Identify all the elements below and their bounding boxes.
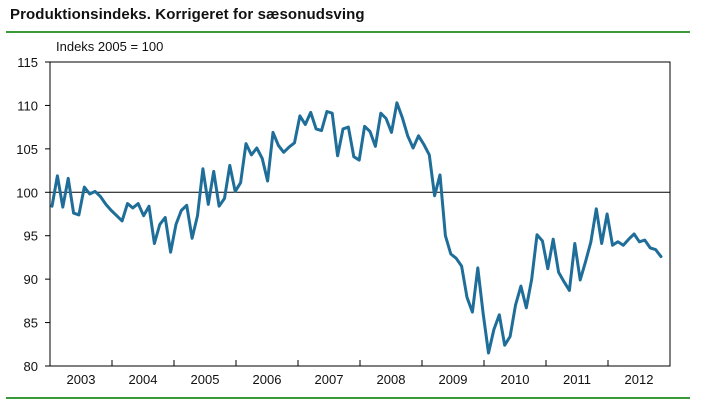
y-tick-label: 105 [16, 142, 38, 157]
y-tick-label: 110 [17, 98, 38, 113]
x-tick-label: 2012 [625, 372, 654, 387]
chart-title: Produktionsindeks. Korrigeret for sæsonu… [10, 6, 365, 23]
y-axis-label: Indeks 2005 = 100 [56, 39, 163, 54]
x-tick-label: 2003 [67, 372, 96, 387]
y-tick-label: 100 [16, 185, 38, 200]
y-axis: 80 85 90 95 100 105 110 115 [16, 55, 50, 374]
x-tick-label: 2007 [315, 372, 344, 387]
x-tick-label: 2011 [563, 372, 591, 387]
y-tick-label: 80 [24, 359, 38, 374]
y-tick-label: 115 [17, 55, 38, 70]
x-tick-label: 2010 [501, 372, 530, 387]
x-tick-label: 2009 [439, 372, 468, 387]
top-rule [6, 31, 690, 33]
y-tick-label: 85 [24, 316, 38, 331]
y-tick-label: 95 [24, 229, 38, 244]
x-tick-label: 2005 [191, 372, 220, 387]
bottom-rule [6, 397, 690, 399]
x-tick-label: 2004 [129, 372, 158, 387]
x-tick-label: 2008 [377, 372, 406, 387]
series-group [50, 101, 663, 355]
x-axis: 2003 2004 2005 2006 2007 2008 2009 2010 2011 2012 [67, 360, 654, 387]
x-tick-label: 2006 [253, 372, 282, 387]
y-tick-label: 90 [24, 272, 38, 287]
series-line-production-index [50, 101, 663, 355]
